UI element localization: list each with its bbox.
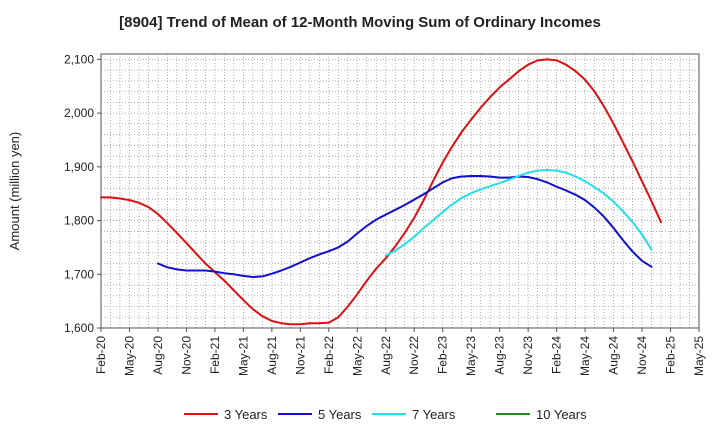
y-tick-label: 1,800 [64, 214, 94, 228]
plot-background [101, 54, 699, 328]
x-tick-label: Feb-24 [550, 336, 564, 374]
x-tick-label: Aug-23 [493, 336, 507, 375]
x-tick-label: Feb-25 [664, 336, 678, 374]
x-tick-label: Feb-22 [322, 336, 336, 374]
legend-label-7-years: 7 Years [412, 407, 456, 422]
x-tick-label: Nov-22 [407, 336, 421, 375]
y-tick-label: 2,100 [64, 52, 94, 66]
x-tick-label: Feb-21 [208, 336, 222, 374]
x-tick-label: May-24 [578, 336, 592, 376]
x-tick-label: May-25 [692, 336, 706, 376]
legend-label-5-years: 5 Years [318, 407, 362, 422]
series-lines [100, 58, 662, 326]
legend-label-3-years: 3 Years [224, 407, 268, 422]
y-axis-title: Amount (million yen) [7, 132, 22, 251]
x-tick-label: May-21 [236, 336, 250, 376]
x-tick-label: Nov-21 [293, 336, 307, 375]
series-line-7-years [384, 169, 653, 257]
x-tick-label: Feb-23 [436, 336, 450, 374]
y-tick-label: 1,900 [64, 160, 94, 174]
x-axis: Feb-20 May-20 Aug-20 Nov-20 Feb-21 May-21 Aug-… [94, 328, 706, 376]
y-tick-label: 1,700 [64, 267, 94, 281]
y-axis: 1,600 1,700 1,800 1,900 2,000 2,100 [64, 52, 101, 335]
chart-title: [8904] Trend of Mean of 12-Month Moving … [119, 14, 601, 31]
series-line-3-years [100, 58, 662, 326]
x-tick-label: Aug-24 [607, 336, 621, 375]
plot-frame [100, 53, 700, 329]
series-line-5-years [157, 175, 653, 278]
legend: 3 Years 5 Years 7 Years 10 Years [184, 407, 587, 422]
x-tick-label: Nov-24 [635, 336, 649, 375]
x-tick-label: Feb-20 [94, 336, 108, 374]
x-tick-label: May-20 [122, 336, 136, 376]
x-tick-label: Aug-21 [265, 336, 279, 375]
y-tick-label: 1,600 [64, 321, 94, 335]
x-tick-label: Aug-20 [151, 336, 165, 375]
legend-label-10-years: 10 Years [536, 407, 587, 422]
y-tick-label: 2,000 [64, 106, 94, 120]
x-tick-label: Nov-23 [521, 336, 535, 375]
grid-lines [101, 54, 699, 328]
x-tick-label: May-23 [464, 336, 478, 376]
x-tick-label: May-22 [350, 336, 364, 376]
x-tick-label: Aug-22 [379, 336, 393, 375]
x-tick-label: Nov-20 [179, 336, 193, 375]
